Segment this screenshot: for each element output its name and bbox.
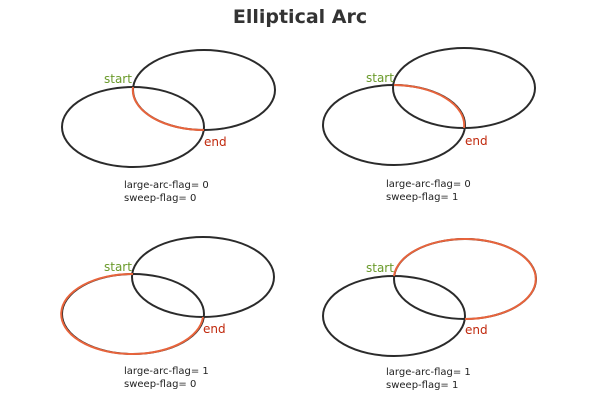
- start-label: start: [104, 72, 132, 86]
- caption-sweep-flag: sweep-flag= 0: [124, 193, 196, 204]
- highlighted-arc: [131, 86, 205, 132]
- panel-large1-sweep0: start end large-arc-flag= 1 sweep-flag= …: [60, 236, 275, 390]
- panel-large0-sweep1: start end large-arc-flag= 0 sweep-flag= …: [322, 47, 536, 203]
- end-label: end: [465, 323, 488, 337]
- panel-large1-sweep1: start end large-arc-flag= 1 sweep-flag= …: [322, 238, 537, 391]
- start-label: start: [104, 260, 132, 274]
- start-label: start: [366, 261, 394, 275]
- caption-sweep-flag: sweep-flag= 1: [386, 380, 458, 391]
- panel-large0-sweep0: start end large-arc-flag= 0 sweep-flag= …: [61, 49, 276, 204]
- caption-large-arc-flag: large-arc-flag= 0: [386, 179, 471, 190]
- diagram-title: Elliptical Arc: [232, 6, 368, 28]
- end-label: end: [203, 322, 226, 336]
- highlighted-arc: [393, 238, 537, 320]
- caption-large-arc-flag: large-arc-flag= 1: [124, 366, 209, 377]
- caption-sweep-flag: sweep-flag= 1: [386, 192, 458, 203]
- caption-large-arc-flag: large-arc-flag= 1: [386, 367, 471, 378]
- end-label: end: [204, 135, 227, 149]
- start-label: start: [366, 71, 394, 85]
- ellipse-lower-left: [322, 275, 466, 357]
- highlighted-arc: [393, 84, 466, 129]
- caption-large-arc-flag: large-arc-flag= 0: [124, 180, 209, 191]
- highlighted-arc: [60, 272, 204, 355]
- ellipse-upper-right: [392, 47, 536, 129]
- ellipse-lower-left: [61, 86, 205, 168]
- end-label: end: [465, 134, 488, 148]
- caption-sweep-flag: sweep-flag= 0: [124, 379, 196, 390]
